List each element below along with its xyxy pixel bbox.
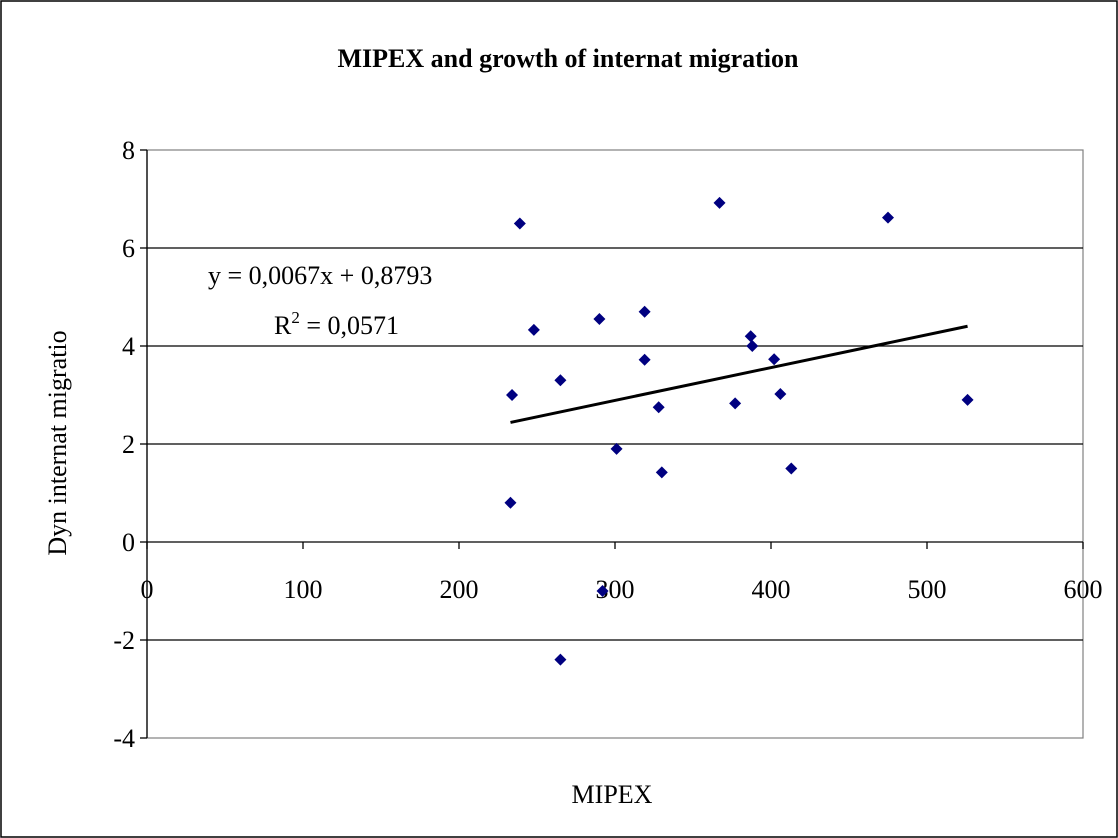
y-tick-label: -4 [113, 724, 135, 753]
data-points [504, 196, 974, 666]
chart-title: MIPEX and growth of internat migration [337, 44, 799, 73]
x-tick-label: 0 [141, 575, 154, 604]
data-point [744, 330, 757, 343]
trendline [510, 324, 968, 424]
y-tick-label: 8 [122, 136, 135, 165]
x-tick-label: 400 [752, 575, 791, 604]
data-point [713, 196, 726, 209]
data-point [785, 462, 798, 475]
y-tick-label: -2 [113, 626, 135, 655]
trendline-equation: y = 0,0067x + 0,8793 [208, 261, 432, 290]
y-tick-label: 2 [122, 430, 135, 459]
y-tick-label: 4 [122, 332, 135, 361]
data-point [961, 393, 974, 406]
data-point [768, 353, 781, 366]
x-tick-label: 200 [440, 575, 479, 604]
data-point [652, 401, 665, 414]
y-axis-label: Dyn internat migratio [43, 330, 72, 555]
r-squared-value: = 0,0571 [300, 311, 399, 340]
data-point [774, 388, 787, 401]
x-tick-label: 100 [284, 575, 323, 604]
r-squared-superscript: 2 [291, 308, 300, 327]
data-point [506, 389, 519, 401]
data-point [554, 374, 567, 387]
gridlines [147, 247, 1083, 641]
data-point [638, 353, 651, 366]
data-point [729, 397, 742, 410]
y-tick-label: 0 [122, 528, 135, 557]
data-point [504, 496, 517, 509]
axes [140, 149, 1084, 739]
y-tick-label: 6 [122, 234, 135, 263]
x-axis-label: MIPEX [572, 780, 653, 809]
trendline-r-squared: R2 = 0,0571 [274, 308, 399, 340]
data-point [596, 585, 609, 597]
data-point [882, 211, 894, 224]
data-point [593, 313, 606, 326]
data-point [527, 323, 540, 336]
x-tick-label: 600 [1064, 575, 1103, 604]
trendline-group [510, 324, 968, 424]
y-tick-labels: -4 -2 0 2 4 6 8 [113, 136, 135, 753]
data-point [610, 442, 623, 455]
x-tick-label: 500 [908, 575, 947, 604]
r-squared-letter: R [274, 311, 292, 340]
data-point [746, 340, 759, 352]
data-point [638, 305, 651, 318]
data-point [554, 653, 567, 666]
data-point [655, 466, 668, 479]
data-point [513, 217, 526, 230]
